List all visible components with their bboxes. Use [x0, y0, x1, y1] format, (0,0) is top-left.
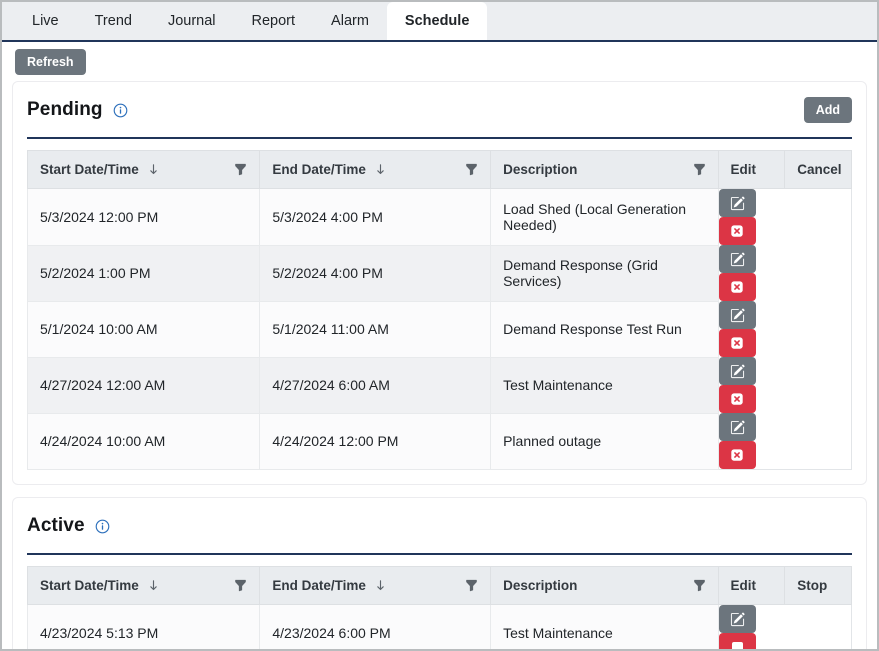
cancel-button[interactable]	[718, 217, 756, 245]
info-icon[interactable]	[95, 519, 110, 534]
cancel-button[interactable]	[718, 385, 756, 413]
column-header-stop: Stop	[784, 566, 852, 605]
stop-button[interactable]	[718, 633, 756, 649]
table-row: 5/1/2024 10:00 AM 5/1/2024 11:00 AM Dema…	[26, 300, 852, 358]
cancel-button[interactable]	[718, 273, 756, 301]
cancel-button[interactable]	[718, 329, 756, 357]
start-cell: 5/2/2024 1:00 PM	[26, 244, 261, 302]
column-header-start[interactable]: Start Date/Time	[26, 150, 261, 189]
column-header-cancel: Cancel	[784, 150, 852, 189]
column-header-description[interactable]: Description	[490, 150, 719, 189]
description-cell: Test Maintenance	[490, 356, 719, 414]
tab-report[interactable]: Report	[251, 13, 296, 29]
column-header-description[interactable]: Description	[490, 566, 719, 605]
filter-funnel-icon[interactable]	[693, 163, 706, 176]
start-cell: 4/23/2024 5:13 PM	[26, 604, 261, 649]
sort-descending-icon	[150, 580, 157, 591]
end-cell: 4/24/2024 12:00 PM	[259, 412, 492, 470]
sort-descending-icon	[150, 164, 157, 175]
pending-table: Start Date/Time End Date/Time Descriptio…	[26, 150, 852, 470]
start-cell: 5/1/2024 10:00 AM	[26, 300, 261, 358]
info-icon[interactable]	[113, 103, 128, 118]
tab-schedule[interactable]: Schedule	[386, 2, 488, 40]
filter-funnel-icon[interactable]	[234, 163, 247, 176]
x-square-icon	[731, 393, 743, 405]
pencil-square-icon	[730, 363, 745, 378]
tab-journal[interactable]: Journal	[167, 13, 216, 29]
sort-descending-icon	[377, 164, 384, 175]
edit-button[interactable]	[718, 605, 756, 633]
x-square-icon	[731, 337, 743, 349]
filter-funnel-icon[interactable]	[234, 579, 247, 592]
edit-button[interactable]	[718, 189, 756, 217]
end-cell: 5/2/2024 4:00 PM	[259, 244, 492, 302]
pending-title: Pending	[27, 99, 103, 120]
description-cell: Demand Response Test Run	[490, 300, 719, 358]
tab-alarm[interactable]: Alarm	[331, 13, 369, 29]
pencil-square-icon	[730, 419, 745, 434]
end-cell: 5/1/2024 11:00 AM	[259, 300, 492, 358]
stop-square-icon	[731, 641, 743, 649]
pencil-square-icon	[730, 611, 745, 626]
refresh-button[interactable]: Refresh	[15, 49, 86, 75]
active-table: Start Date/Time End Date/Time Descriptio…	[26, 566, 852, 649]
pencil-square-icon	[730, 195, 745, 210]
column-header-edit: Edit	[717, 566, 786, 605]
table-row: 4/24/2024 10:00 AM 4/24/2024 12:00 PM Pl…	[26, 412, 852, 470]
edit-button[interactable]	[718, 245, 756, 273]
x-square-icon	[731, 225, 743, 237]
pencil-square-icon	[730, 307, 745, 322]
table-row: 4/23/2024 5:13 PM 4/23/2024 6:00 PM Test…	[26, 604, 852, 649]
tab-live[interactable]: Live	[32, 13, 59, 29]
column-header-start[interactable]: Start Date/Time	[26, 566, 261, 605]
table-row: 5/2/2024 1:00 PM 5/2/2024 4:00 PM Demand…	[26, 244, 852, 302]
tab-trend[interactable]: Trend	[94, 13, 132, 29]
table-row: 5/3/2024 12:00 PM 5/3/2024 4:00 PM Load …	[26, 188, 852, 246]
toolbar: Refresh	[2, 42, 877, 75]
filter-funnel-icon[interactable]	[465, 579, 478, 592]
description-cell: Test Maintenance	[490, 604, 719, 649]
pencil-square-icon	[730, 251, 745, 266]
end-cell: 4/23/2024 6:00 PM	[259, 604, 492, 649]
column-header-end[interactable]: End Date/Time	[259, 566, 492, 605]
end-cell: 4/27/2024 6:00 AM	[259, 356, 492, 414]
start-cell: 4/24/2024 10:00 AM	[26, 412, 261, 470]
x-square-icon	[731, 449, 743, 461]
edit-button[interactable]	[718, 357, 756, 385]
column-header-edit: Edit	[717, 150, 786, 189]
cancel-button[interactable]	[718, 441, 756, 469]
sort-descending-icon	[377, 580, 384, 591]
active-title: Active	[27, 515, 85, 536]
edit-button[interactable]	[718, 413, 756, 441]
description-cell: Planned outage	[490, 412, 719, 470]
section-divider	[27, 137, 852, 139]
end-cell: 5/3/2024 4:00 PM	[259, 188, 492, 246]
x-square-icon	[731, 281, 743, 293]
section-divider	[27, 553, 852, 555]
description-cell: Load Shed (Local Generation Needed)	[490, 188, 719, 246]
filter-funnel-icon[interactable]	[693, 579, 706, 592]
table-row: 4/27/2024 12:00 AM 4/27/2024 6:00 AM Tes…	[26, 356, 852, 414]
edit-button[interactable]	[718, 301, 756, 329]
pending-section: Pending Add Start Date/Time End Date/Tim…	[12, 81, 867, 485]
active-section: Active Start Date/Time End Date/Time Des…	[12, 497, 867, 649]
column-header-end[interactable]: End Date/Time	[259, 150, 492, 189]
filter-funnel-icon[interactable]	[465, 163, 478, 176]
add-button[interactable]: Add	[803, 97, 852, 123]
description-cell: Demand Response (Grid Services)	[490, 244, 719, 302]
tab-bar: Live Trend Journal Report Alarm Schedule	[2, 2, 877, 42]
start-cell: 5/3/2024 12:00 PM	[26, 188, 261, 246]
start-cell: 4/27/2024 12:00 AM	[26, 356, 261, 414]
